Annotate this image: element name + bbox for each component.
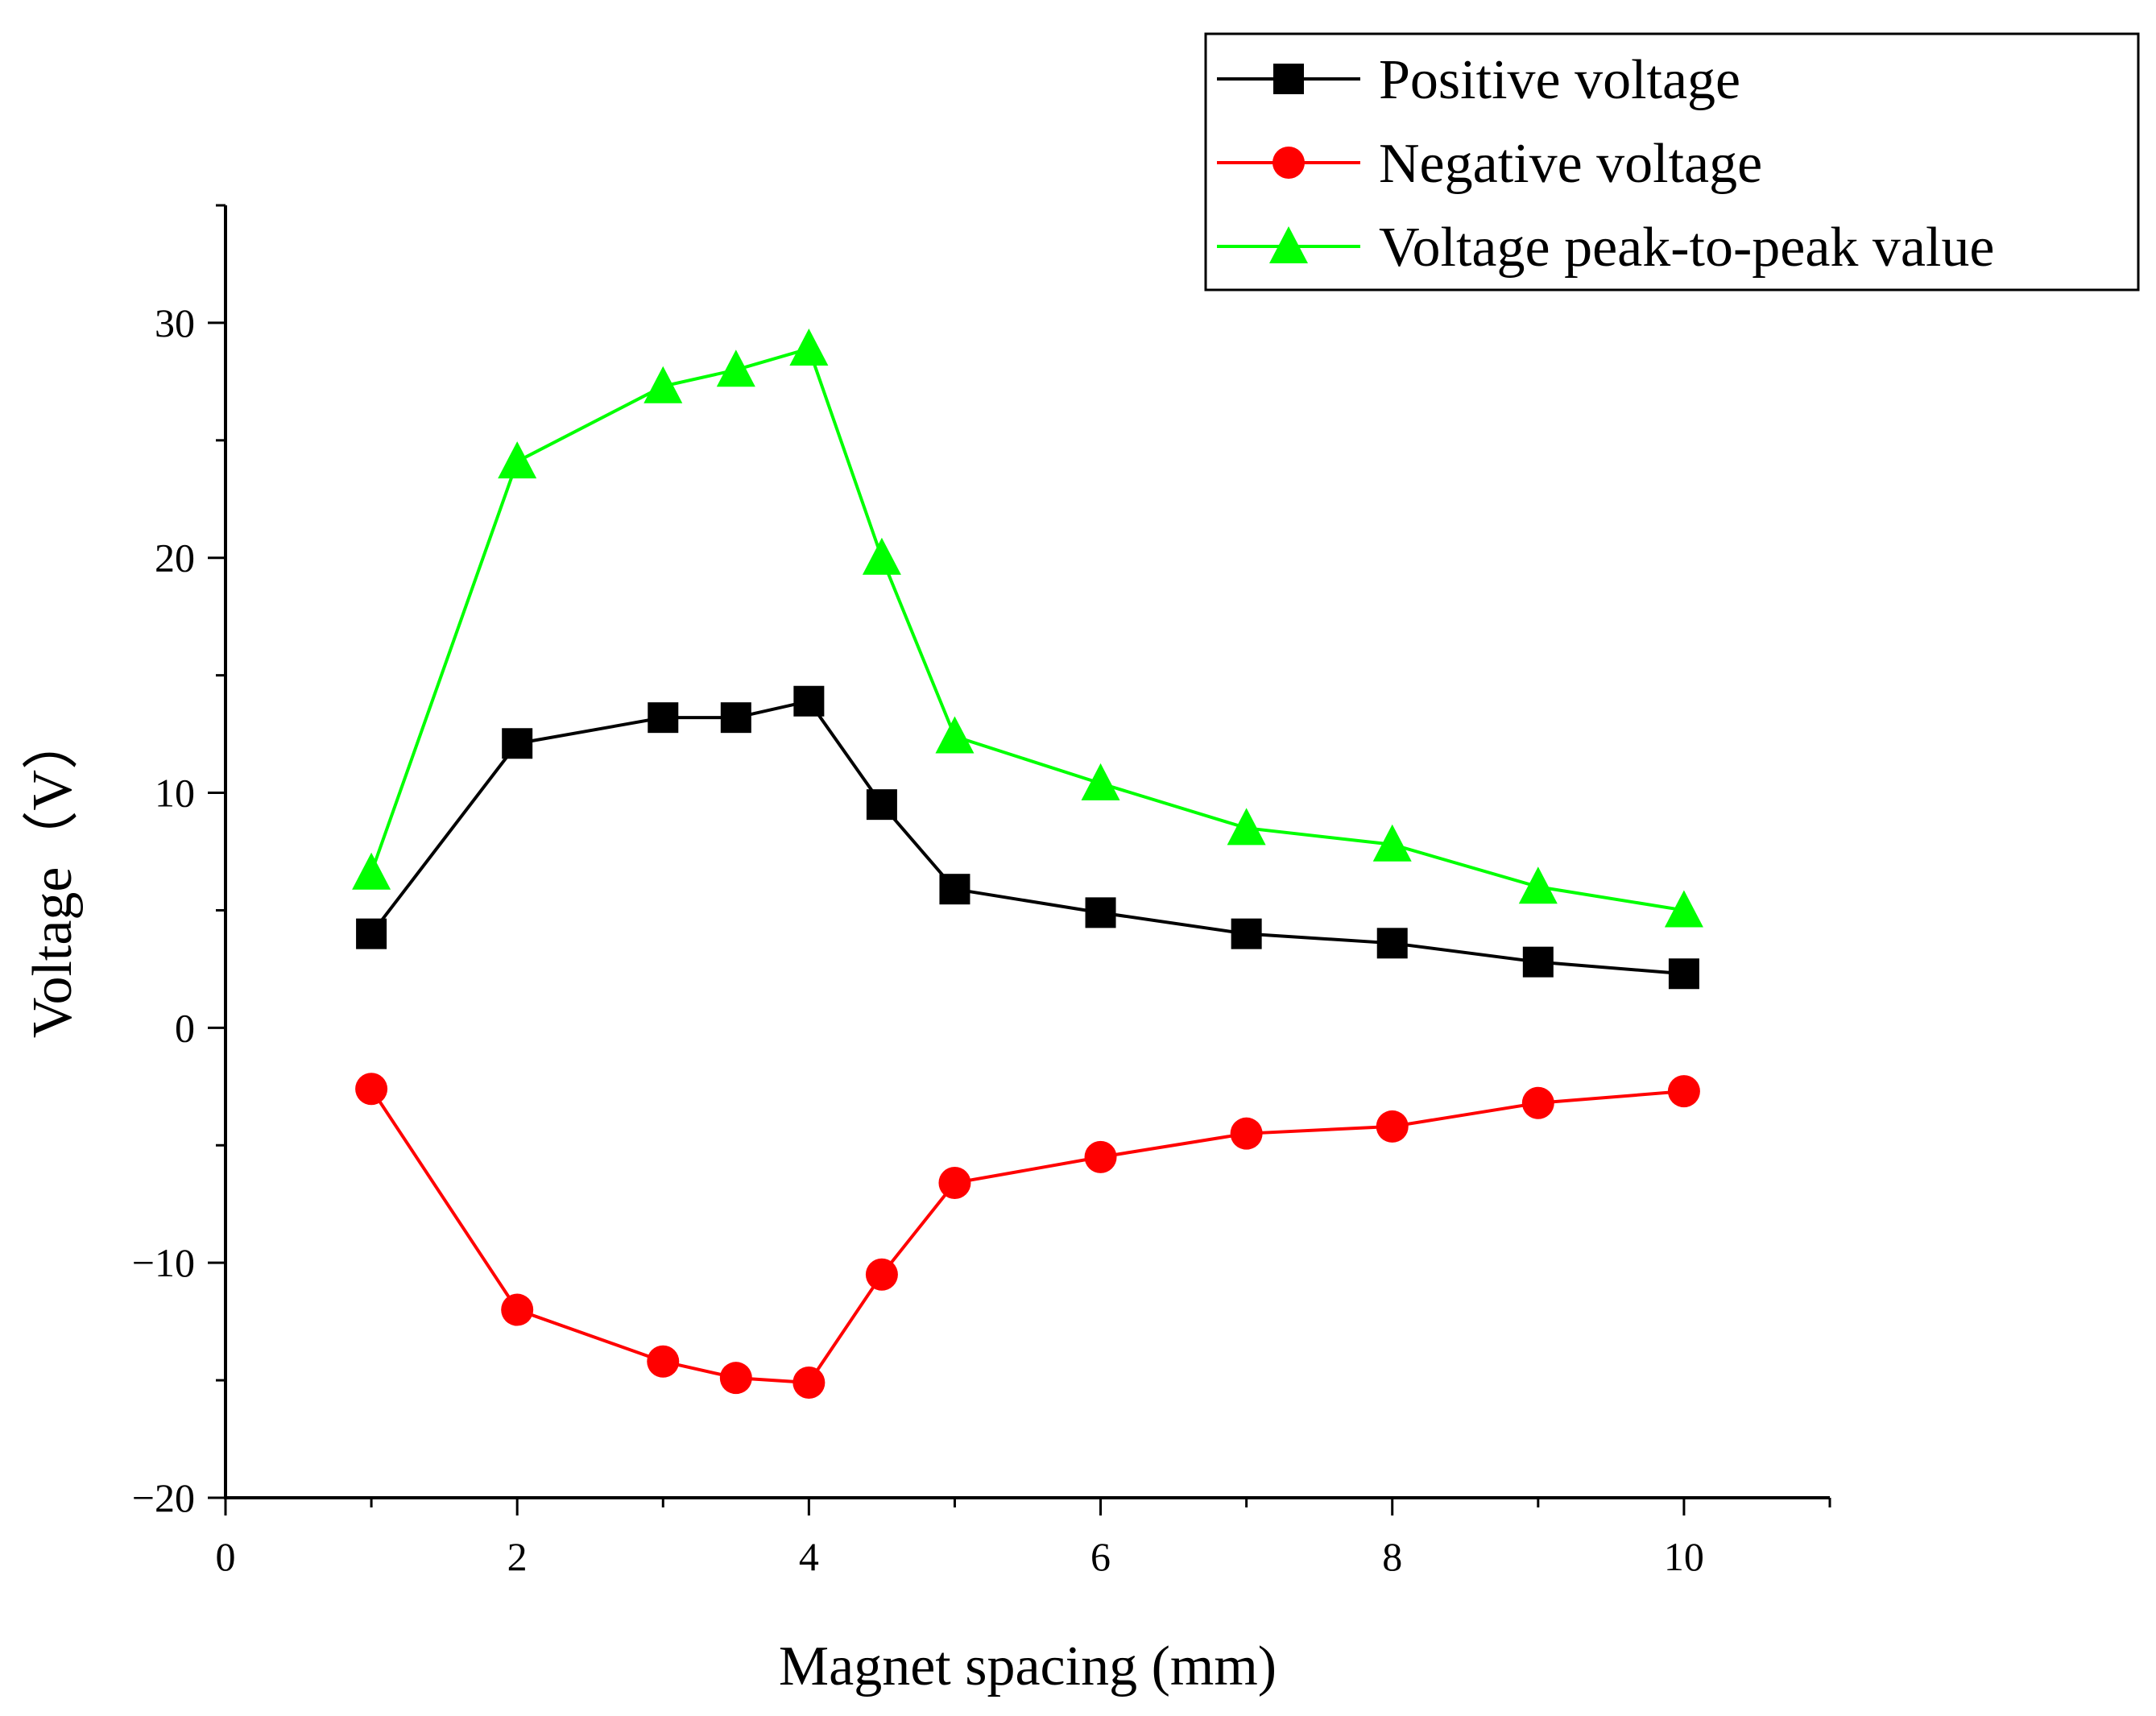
legend-item: Positive voltage <box>1217 49 1740 111</box>
data-point <box>789 329 829 366</box>
data-point <box>866 789 897 821</box>
data-point <box>1518 866 1558 904</box>
legend-label: Negative voltage <box>1379 133 1762 195</box>
x-tick-label: 6 <box>1090 1534 1111 1579</box>
legend-item: Voltage peak-to-peak value <box>1217 217 1995 279</box>
data-point <box>1227 808 1266 846</box>
legend-label: Voltage peak-to-peak value <box>1379 217 1995 279</box>
data-point <box>1376 1110 1409 1143</box>
data-point <box>1521 1086 1554 1119</box>
y-tick-label: −20 <box>132 1475 195 1520</box>
data-point <box>1081 763 1120 800</box>
x-axis-title: Magnet spacing (mm) <box>779 1635 1277 1697</box>
data-point <box>356 918 387 949</box>
data-point <box>1085 897 1116 928</box>
data-point <box>1376 928 1408 959</box>
data-point <box>792 1367 826 1400</box>
y-tick-label: 10 <box>155 771 195 816</box>
data-point <box>647 1345 680 1378</box>
data-point <box>1664 890 1703 928</box>
x-tick-label: 2 <box>507 1534 528 1579</box>
data-point <box>939 874 970 905</box>
y-tick-label: 0 <box>175 1005 195 1050</box>
y-tick-label: 30 <box>155 300 195 345</box>
data-point <box>1667 1075 1700 1108</box>
series-voltage-peak-to-peak-value <box>352 329 1703 928</box>
legend-label: Positive voltage <box>1379 49 1740 111</box>
x-tick-label: 10 <box>1664 1534 1704 1579</box>
data-point <box>648 702 679 734</box>
data-point <box>355 1073 388 1106</box>
y-axis-title: Voltage（V） <box>22 713 84 1038</box>
data-point <box>352 852 391 890</box>
legend: Positive voltage Negative voltage Voltage … <box>1204 32 2140 292</box>
series-negative-voltage <box>355 1073 1700 1400</box>
data-point <box>643 366 683 403</box>
data-point <box>862 537 901 575</box>
data-point <box>865 1258 898 1291</box>
series-line <box>370 346 1685 912</box>
data-point <box>1668 958 1699 990</box>
data-point <box>716 349 755 387</box>
legend-item: Negative voltage <box>1217 133 1762 195</box>
series-line <box>370 699 1685 976</box>
x-tick-label: 4 <box>799 1534 819 1579</box>
y-tick-label: −10 <box>132 1240 195 1285</box>
legend-marker <box>1273 64 1304 94</box>
data-point <box>935 716 975 754</box>
data-point <box>1230 1117 1263 1150</box>
x-tick-label: 8 <box>1382 1534 1402 1579</box>
data-point <box>498 441 537 479</box>
axes: −20 −10 0 10 20 30 0 2 4 6 8 10 <box>132 204 1831 1579</box>
data-point <box>1231 918 1262 949</box>
series-positive-voltage <box>356 685 1699 990</box>
data-point <box>719 1362 752 1395</box>
y-tick-label: 20 <box>155 535 195 581</box>
series-line <box>370 1088 1685 1385</box>
x-tick-label: 0 <box>216 1534 236 1579</box>
data-point <box>720 702 751 734</box>
data-point <box>502 728 533 759</box>
series-layer <box>352 329 1703 1400</box>
data-point <box>938 1166 971 1199</box>
data-point <box>793 685 825 717</box>
legend-marker <box>1272 147 1305 179</box>
legend-marker <box>1269 226 1308 263</box>
data-point <box>1084 1140 1117 1173</box>
legend-box <box>1204 32 2140 292</box>
data-point <box>501 1293 534 1326</box>
data-point <box>1372 824 1412 862</box>
data-point <box>1522 946 1554 978</box>
